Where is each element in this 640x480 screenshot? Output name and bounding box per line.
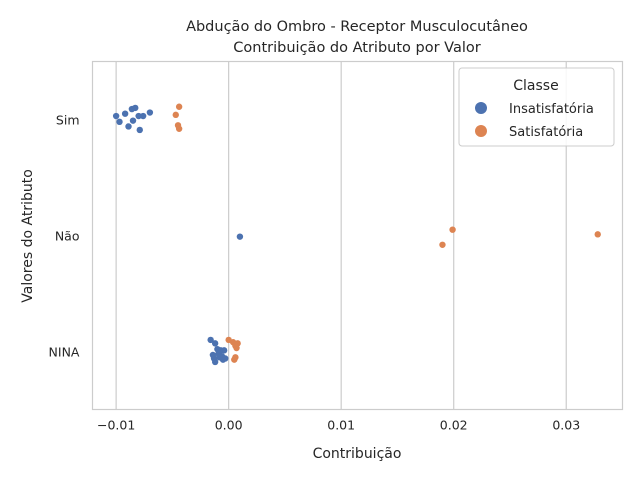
legend-label-insatisfatoria: Insatisfatória: [509, 102, 594, 117]
chart-title-line2: Contribuição do Atributo por Valor: [233, 40, 480, 56]
legend-marker-insatisfatoria: [475, 102, 487, 114]
x-tick-labels: −0.01 0.00 0.01 0.02 0.03: [97, 418, 580, 433]
point-insatisfatoria-sim: [112, 112, 120, 120]
x-axis-label: Contribuição: [313, 446, 402, 462]
point-satisfatoria-sim: [172, 111, 179, 119]
x-tick-label: 0.02: [440, 418, 468, 433]
point-insatisfatoria-sim: [121, 110, 129, 117]
point-insatisfatoria-sim: [136, 126, 143, 134]
y-tick-label-nao: Não: [55, 229, 80, 244]
y-tick-label-sim: Sim: [56, 113, 80, 128]
point-insatisfatoria-nina: [222, 355, 229, 362]
point-satisfatoria-nao: [594, 231, 601, 238]
x-tick-label: −0.01: [97, 418, 135, 433]
point-satisfatoria-nina: [231, 356, 238, 363]
point-satisfatoria-nao: [439, 241, 446, 248]
y-tick-label-nina: NINA: [49, 345, 80, 360]
x-tick-label: 0.03: [552, 418, 580, 433]
legend-box: [458, 67, 615, 147]
point-insatisfatoria-nina: [207, 336, 214, 344]
point-insatisfatoria-sim: [139, 112, 147, 120]
plot-frame: [91, 60, 624, 411]
point-insatisfatoria-nina: [220, 347, 228, 354]
point-satisfatoria-nao: [449, 226, 456, 233]
legend-title: Classe: [513, 78, 558, 94]
point-satisfatoria-sim: [175, 125, 183, 132]
data-points: [112, 103, 601, 366]
point-insatisfatoria-sim: [132, 104, 139, 112]
point-insatisfatoria-sim: [116, 118, 123, 126]
chart-title-line1: Abdução do Ombro - Receptor Musculocutân…: [186, 19, 528, 35]
point-insatisfatoria-nao: [236, 233, 244, 240]
x-tick-label: 0.00: [215, 418, 243, 433]
point-insatisfatoria-sim: [135, 112, 142, 120]
legend-marker-satisfatoria: [475, 125, 487, 137]
x-tick-label: 0.01: [327, 418, 355, 433]
legend-label-satisfatoria: Satisfatória: [509, 125, 583, 140]
point-satisfatoria-sim: [175, 103, 183, 110]
point-insatisfatoria-sim: [125, 123, 132, 130]
y-axis-label: Valores do Atributo: [20, 169, 36, 303]
point-insatisfatoria-nina: [211, 340, 219, 347]
legend: Classe Insatisfatória Satisfatória: [458, 67, 615, 147]
y-tick-labels: Sim Não NINA: [49, 113, 80, 360]
point-insatisfatoria-sim: [146, 109, 154, 116]
point-insatisfatoria-sim: [129, 117, 137, 124]
point-insatisfatoria-nina: [211, 358, 219, 366]
point-satisfatoria-nina: [233, 344, 240, 352]
